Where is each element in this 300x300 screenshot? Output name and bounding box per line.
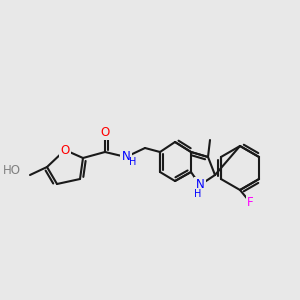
Text: F: F [247,196,253,208]
Text: O: O [100,125,109,139]
Text: HO: HO [3,164,21,176]
Text: N: N [196,178,204,191]
Text: N: N [122,151,130,164]
Text: H: H [129,157,137,167]
Text: H: H [194,189,202,199]
Text: O: O [60,143,70,157]
